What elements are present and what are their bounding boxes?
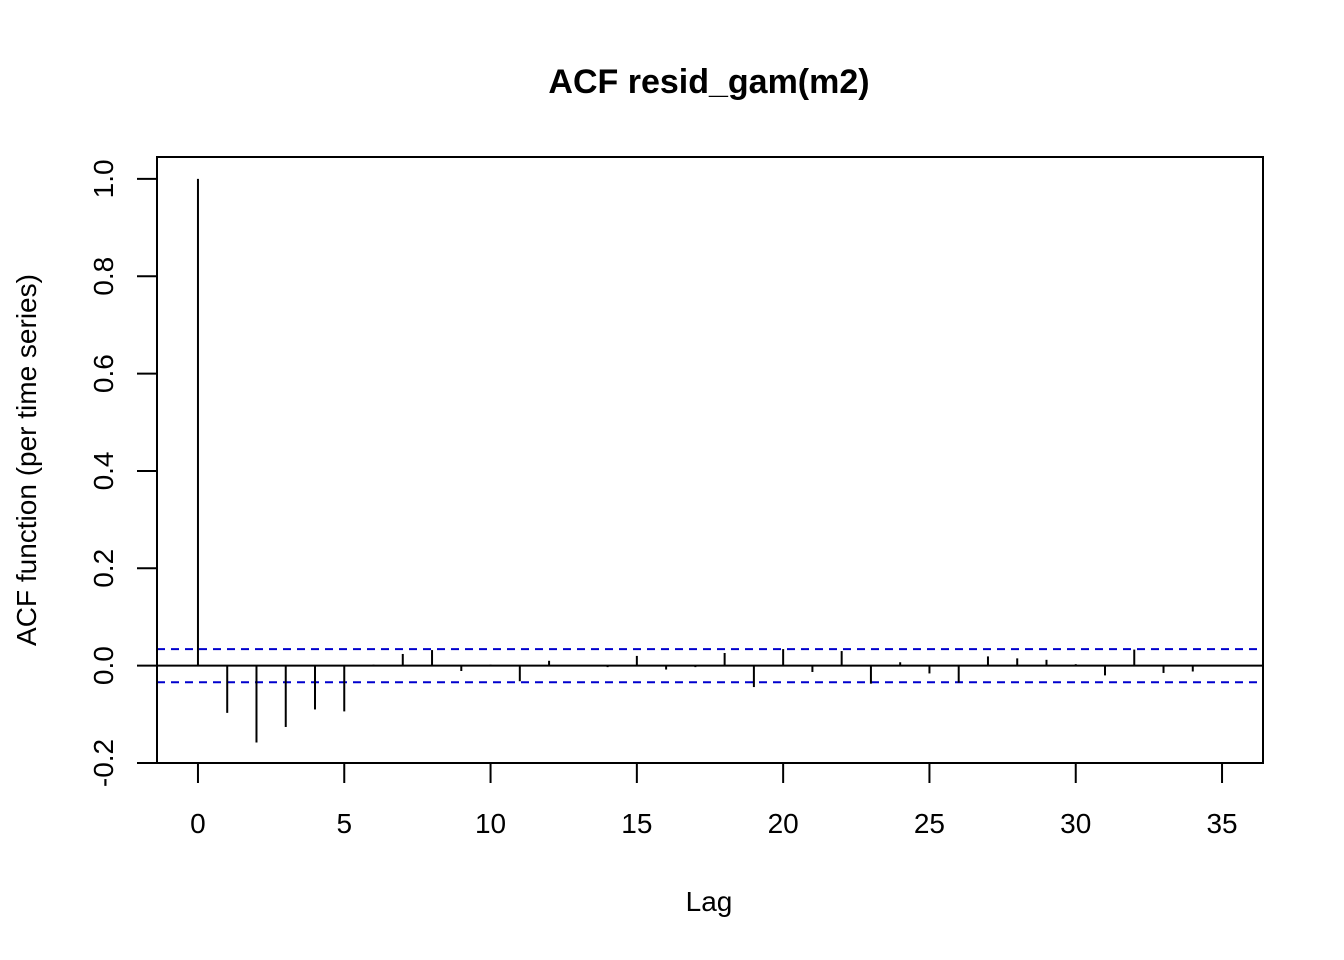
y-tick-label: 0.0 — [88, 646, 119, 685]
x-tick-label: 20 — [768, 808, 799, 839]
chart-title: ACF resid_gam(m2) — [548, 63, 869, 101]
y-tick-label: 0.6 — [88, 354, 119, 393]
x-tick-label: 0 — [190, 808, 206, 839]
x-tick-label: 25 — [914, 808, 945, 839]
y-tick-label: 1.0 — [88, 159, 119, 198]
plot-frame — [156, 156, 1264, 764]
x-axis: 0 5 10 15 20 25 30 35 — [190, 762, 1238, 839]
acf-bars — [157, 178, 1263, 743]
x-tick-label: 30 — [1060, 808, 1091, 839]
x-tick-label: 15 — [621, 808, 652, 839]
x-tick-label: 5 — [336, 808, 352, 839]
y-axis: -0.2 0.0 0.2 0.4 0.6 0.8 1.0 — [88, 159, 158, 787]
y-axis-label: ACF function (per time series) — [11, 274, 42, 646]
x-tick-label: 10 — [475, 808, 506, 839]
y-tick-label: -0.2 — [88, 739, 119, 787]
y-tick-label: 0.8 — [88, 257, 119, 296]
x-tick-label: 35 — [1206, 808, 1237, 839]
y-tick-label: 0.4 — [88, 451, 119, 490]
y-tick-label: 0.2 — [88, 549, 119, 588]
x-axis-label: Lag — [686, 886, 733, 917]
